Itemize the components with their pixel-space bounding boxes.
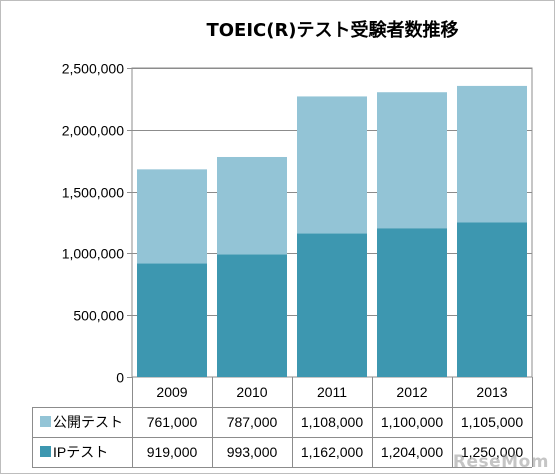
- bar: [297, 233, 367, 377]
- bar: [377, 92, 447, 229]
- bar: [377, 228, 447, 377]
- data-table-cell: 1,105,000: [461, 414, 523, 430]
- y-tick-label: 1,500,000: [62, 185, 124, 201]
- data-table-cell: 761,000: [147, 414, 198, 430]
- legend-key: [40, 446, 51, 457]
- data-table-cell: 1,162,000: [301, 444, 363, 460]
- data-table-cell: 787,000: [227, 414, 278, 430]
- bar: [137, 169, 207, 264]
- bar: [217, 156, 287, 255]
- bar: [457, 222, 527, 377]
- data-table-cell: 1,100,000: [381, 414, 443, 430]
- bar: [457, 85, 527, 223]
- legend-label: IPテスト: [53, 444, 108, 460]
- data-table-cell: 919,000: [147, 444, 198, 460]
- y-tick-label: 1,000,000: [62, 246, 124, 262]
- legend-key: [40, 416, 51, 427]
- data-table-cell: 993,000: [227, 444, 278, 460]
- data-table-cell: 1,108,000: [301, 414, 363, 430]
- legend-label: 公開テスト: [53, 414, 123, 430]
- data-table-cell: 1,204,000: [381, 444, 443, 460]
- y-tick-label: 2,000,000: [62, 123, 124, 139]
- x-tick-label: 2012: [396, 384, 427, 400]
- x-tick-label: 2011: [317, 384, 347, 400]
- watermark-logo: ReseMom: [452, 452, 549, 472]
- x-tick-label: 2013: [476, 384, 507, 400]
- bar: [217, 254, 287, 377]
- bar: [137, 263, 207, 377]
- x-tick-label: 2010: [236, 384, 267, 400]
- x-tick-label: 2009: [156, 384, 187, 400]
- chart-title: TOEIC(R)テスト受験者数推移: [206, 20, 459, 41]
- y-tick-label: 0: [116, 370, 124, 386]
- data-table-cell: 1,250,000: [461, 444, 523, 460]
- y-tick-label: 500,000: [73, 308, 124, 324]
- y-tick-label: 2,500,000: [62, 61, 124, 77]
- bar: [297, 96, 367, 234]
